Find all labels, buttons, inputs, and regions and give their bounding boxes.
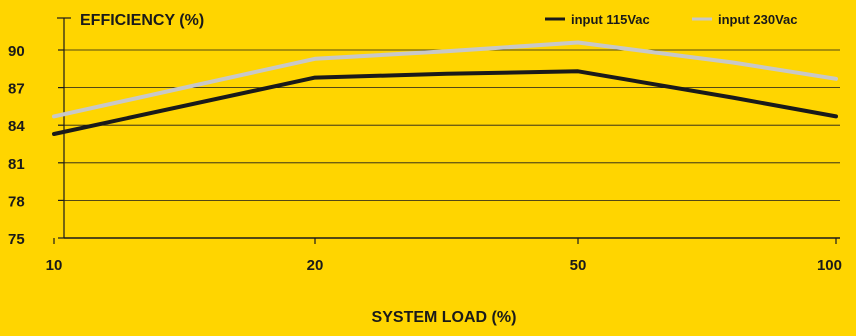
- y-tick-label-90: 90: [8, 43, 25, 60]
- x-tick-label-50: 50: [570, 257, 587, 274]
- legend: input 115Vac input 230Vac: [545, 12, 797, 27]
- chart-title: EFFICIENCY (%): [80, 12, 204, 29]
- x-axis-label: SYSTEM LOAD (%): [372, 309, 517, 326]
- series-line-input-230vac: [52, 40, 838, 119]
- x-tick-label-10: 10: [46, 257, 63, 274]
- legend-label-230: input 230Vac: [718, 12, 797, 27]
- series-lines: [52, 40, 838, 136]
- legend-label-115: input 115Vac: [571, 12, 650, 27]
- x-tick-label-20: 20: [307, 257, 324, 274]
- x-tick-label-100: 100: [817, 257, 842, 274]
- axes: [53, 17, 840, 244]
- tick-labels: 75 78 81 84 87 90 10 20 50 100: [8, 43, 842, 274]
- y-tick-label-84: 84: [8, 118, 25, 135]
- y-tick-label-87: 87: [8, 81, 25, 98]
- y-tick-label-81: 81: [8, 156, 25, 173]
- series-line-input-115vac: [52, 69, 838, 136]
- y-tick-label-78: 78: [8, 193, 25, 210]
- y-tick-label-75: 75: [8, 231, 25, 248]
